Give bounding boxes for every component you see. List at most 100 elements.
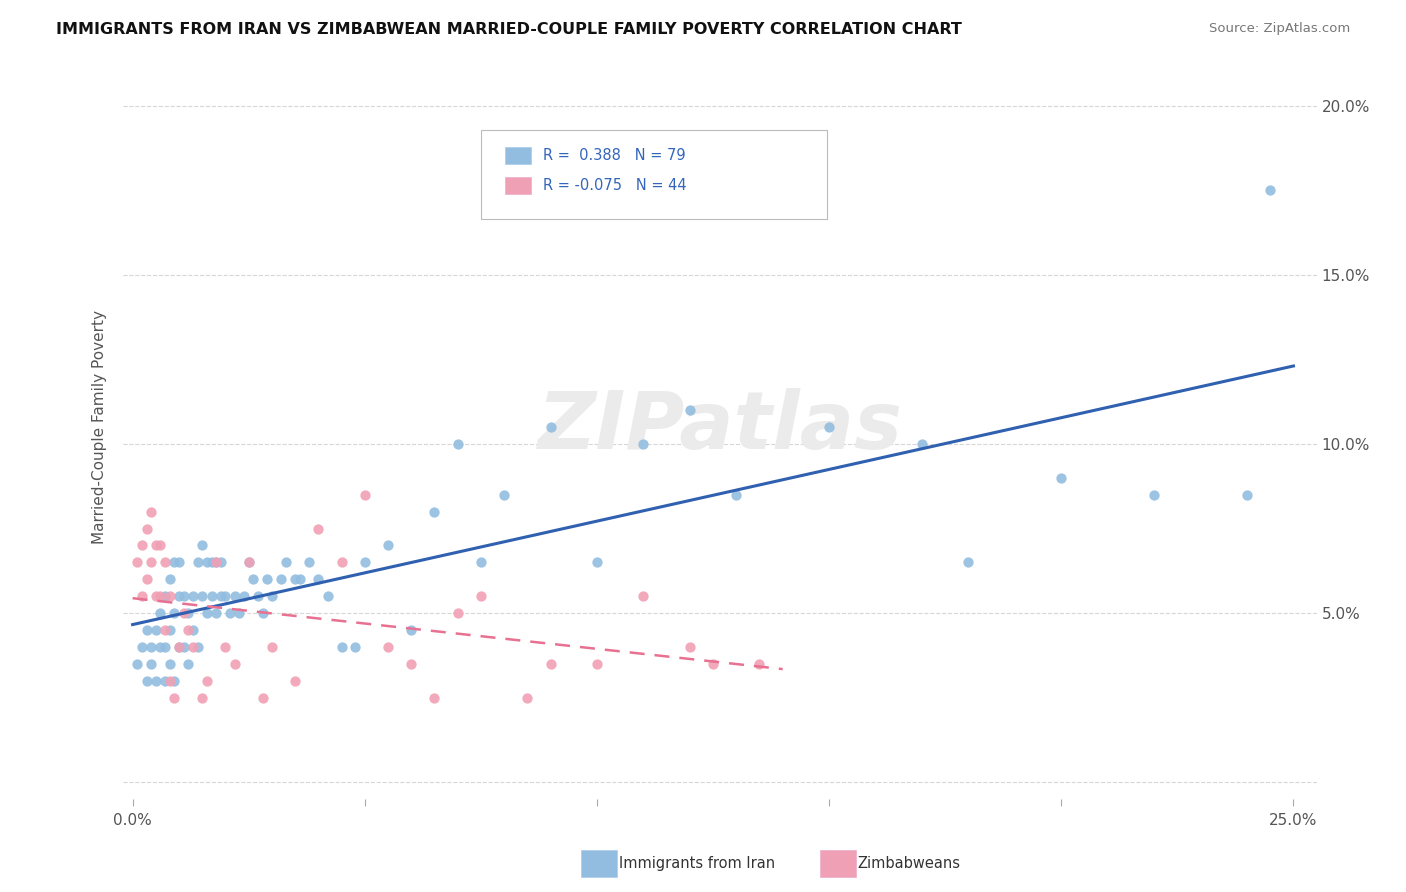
Point [167, 640, 190, 654]
Point [200, 589, 222, 603]
Point [159, 623, 181, 637]
Point [173, 606, 195, 620]
Point [284, 673, 307, 688]
Point [200, 555, 222, 569]
Point [167, 589, 190, 603]
Point [163, 690, 186, 705]
Point [423, 505, 446, 519]
Point [1258, 183, 1281, 197]
Text: IMMIGRANTS FROM IRAN VS ZIMBABWEAN MARRIED-COUPLE FAMILY POVERTY CORRELATION CHA: IMMIGRANTS FROM IRAN VS ZIMBABWEAN MARRI… [56, 22, 962, 37]
Point [270, 572, 292, 586]
Point [141, 640, 163, 654]
Point [242, 572, 264, 586]
Point [214, 640, 236, 654]
Point [167, 555, 190, 569]
Point [163, 673, 186, 688]
Point [818, 420, 841, 434]
Point [209, 589, 232, 603]
Point [135, 623, 157, 637]
Text: R = -0.075   N = 44: R = -0.075 N = 44 [543, 178, 688, 193]
Point [679, 403, 702, 417]
Point [135, 522, 157, 536]
Point [131, 640, 153, 654]
Point [298, 555, 321, 569]
Point [145, 673, 167, 688]
Point [177, 657, 200, 671]
Point [141, 505, 163, 519]
Point [145, 623, 167, 637]
Point [159, 572, 181, 586]
Point [470, 555, 492, 569]
Point [131, 538, 153, 552]
Point [238, 555, 260, 569]
Point [181, 623, 204, 637]
Point [233, 589, 256, 603]
Point [284, 572, 307, 586]
Point [516, 690, 538, 705]
Point [353, 555, 375, 569]
FancyBboxPatch shape [505, 147, 531, 164]
Point [141, 657, 163, 671]
Point [149, 589, 172, 603]
Point [181, 589, 204, 603]
Point [238, 555, 260, 569]
Point [446, 437, 468, 451]
Point [173, 589, 195, 603]
Point [633, 437, 655, 451]
Point [149, 538, 172, 552]
Point [135, 673, 157, 688]
Point [911, 437, 934, 451]
Text: Source: ZipAtlas.com: Source: ZipAtlas.com [1209, 22, 1350, 36]
Point [191, 589, 214, 603]
Point [1143, 488, 1166, 502]
Point [702, 657, 724, 671]
Point [173, 640, 195, 654]
Point [228, 606, 250, 620]
Point [181, 640, 204, 654]
Point [957, 555, 980, 569]
Point [214, 589, 236, 603]
Point [163, 606, 186, 620]
Point [195, 673, 218, 688]
Point [195, 606, 218, 620]
Point [540, 657, 562, 671]
Point [153, 640, 176, 654]
Point [153, 623, 176, 637]
Point [399, 623, 422, 637]
Point [145, 538, 167, 552]
Text: ZIPatlas: ZIPatlas [537, 388, 903, 467]
Point [153, 555, 176, 569]
Point [153, 589, 176, 603]
Point [586, 657, 609, 671]
Point [127, 555, 149, 569]
Point [252, 606, 274, 620]
Point [159, 673, 181, 688]
Point [330, 555, 353, 569]
Point [1050, 471, 1073, 485]
Point [344, 640, 367, 654]
Y-axis label: Married-Couple Family Poverty: Married-Couple Family Poverty [93, 310, 107, 544]
Point [224, 657, 246, 671]
Point [633, 589, 655, 603]
Point [191, 538, 214, 552]
Point [187, 640, 209, 654]
Point [399, 657, 422, 671]
Point [163, 555, 186, 569]
Point [205, 555, 228, 569]
Point [167, 640, 190, 654]
Text: R =  0.388   N = 79: R = 0.388 N = 79 [543, 148, 686, 163]
Point [494, 488, 516, 502]
Point [679, 640, 702, 654]
Point [377, 538, 399, 552]
Point [330, 640, 353, 654]
Point [307, 522, 329, 536]
Point [149, 640, 172, 654]
Point [149, 606, 172, 620]
Point [256, 572, 278, 586]
Point [131, 589, 153, 603]
Point [209, 555, 232, 569]
Point [1236, 488, 1258, 502]
Point [748, 657, 770, 671]
Point [377, 640, 399, 654]
Point [191, 690, 214, 705]
